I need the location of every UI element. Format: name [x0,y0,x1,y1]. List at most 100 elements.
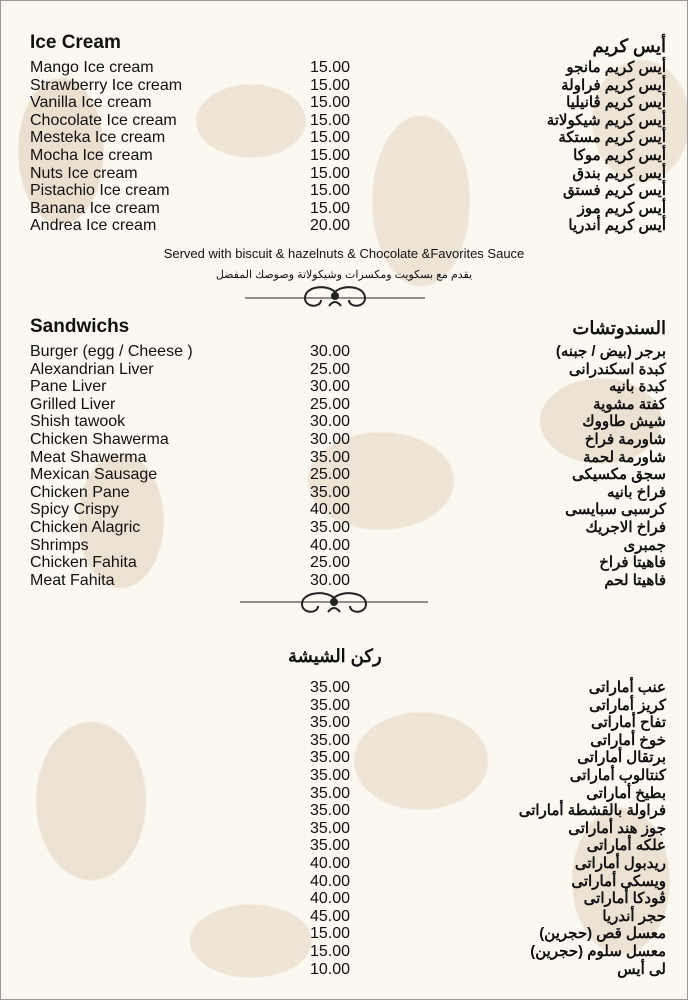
menu-item: 35.00 عنب أماراتى [0,679,688,697]
ice-cream-title-ar: أيس كريم [592,36,666,56]
item-name-ar: حجر أندريا [602,907,666,925]
item-price: 15.00 [310,59,351,76]
item-name-en: Chocolate Ice cream [30,111,177,129]
item-name-ar: أيس كريم شيكولاتة [546,111,666,129]
ice-cream-note-en: Served with biscuit & hazelnuts & Chocol… [163,246,525,261]
item-price: 35.00 [310,731,351,749]
menu-item: Pane Liver 30.00 كبدة بانيه [0,378,688,396]
item-name-ar: كبدة بانيه [608,378,666,396]
item-price: 15.00 [310,111,351,129]
item-name-ar: معسل سلوم (حجرين) [530,943,666,960]
menu-item: Grilled Liver 25.00 كفتة مشوية [0,396,688,414]
item-name-ar: كرسبى سبايسى [565,501,666,519]
item-name-ar: أيس كريم فستق [563,182,666,200]
ice-cream-note-ar: يقدم مع بسكويت ومكسرات وشيكولاتة وصوصك ا… [215,269,473,281]
item-name-ar: علكه أماراتى [586,837,666,855]
menu-item: Shrimps 40.00 جمبرى [0,537,688,555]
item-name-en: Burger (egg / Cheese ) [30,343,193,360]
menu-item: Chicken Alagric 35.00 فراخ الاجريك [0,519,688,537]
item-price: 40.00 [310,872,351,890]
item-price: 35.00 [310,819,351,837]
item-name-ar: كريز أماراتى [589,696,666,714]
item-price: 40.00 [310,890,351,908]
menu-item: 40.00 ڤودكا أماراتى [0,890,688,908]
menu-item: Pistachio Ice cream 15.00 أيس كريم فستق [0,182,688,200]
item-name-en: Nuts Ice cream [30,164,138,182]
menu-item: 15.00 معسل قص (حجرين) [0,925,688,943]
item-price: 35.00 [310,448,351,466]
item-name-en: Mesteka Ice cream [30,129,166,147]
menu-item: Alexandrian Liver 25.00 كبدة اسكندرانى [0,361,688,379]
item-price: 25.00 [310,395,351,413]
menu-item: 10.00 لى أيس [0,961,688,979]
item-name-ar: أيس كريم فراولة [561,76,666,94]
item-price: 35.00 [310,767,351,784]
menu-item: Meat Shawerma 35.00 شاورمة لحمة [0,449,688,467]
menu-item: Andrea Ice cream 20.00 أيس كريم أندريا [0,217,688,235]
item-name-en: Grilled Liver [30,395,116,413]
menu-item: Shish tawook 30.00 شيش طاووك [0,413,688,431]
item-name-en: Mocha Ice cream [30,147,153,164]
item-price: 35.00 [310,749,351,767]
item-name-en: Vanilla Ice cream [30,94,152,112]
item-price: 15.00 [310,164,351,182]
item-name-en: Chicken Shawerma [30,431,169,448]
menu-item: Mango Ice cream 15.00 أيس كريم مانجو [0,59,688,77]
menu-item: Mexican Sausage 25.00 سجق مكسيكى [0,466,688,484]
menu-item: 40.00 ريدبول أماراتى [0,855,688,873]
item-price: 45.00 [310,907,351,925]
item-price: 15.00 [310,925,351,943]
item-price: 35.00 [310,802,351,820]
item-price: 40.00 [310,536,351,554]
item-name-en: Strawberry Ice cream [30,76,183,94]
item-name-ar: أيس كريم أندريا [568,217,666,235]
menu-item: Chicken Fahita 25.00 فاهيتا فراخ [0,554,688,572]
item-price: 15.00 [310,129,351,147]
item-name-ar: شيش طاووك [582,413,666,431]
item-price: 35.00 [310,483,351,501]
item-name-en: Meat Shawerma [30,448,147,466]
item-name-ar: فاهيتا فراخ [599,554,666,572]
item-name-ar: ريدبول أماراتى [574,855,666,872]
item-price: 35.00 [310,696,351,714]
item-name-en: Spicy Crispy [30,501,119,519]
item-name-ar: أيس كريم ڤانيليا [566,94,666,112]
menu-item: Burger (egg / Cheese ) 30.00 برجر (بيض / ج… [0,343,688,361]
item-price: 25.00 [310,466,351,484]
item-name-ar: فراخ بانيه [607,483,666,501]
item-name-ar: ڤودكا أماراتى [583,890,666,908]
menu-item: 40.00 ويسكى أماراتى [0,873,688,891]
item-price: 15.00 [310,147,351,164]
item-name-en: Meat Fahita [30,571,115,589]
item-name-ar: معسل قص (حجرين) [539,925,666,943]
item-price: 35.00 [310,714,351,732]
menu-item: 35.00 برتقال أماراتى [0,749,688,767]
menu-item: Mesteka Ice cream 15.00 أيس كريم مستكة [0,129,688,147]
item-name-ar: أيس كريم مانجو [566,59,666,76]
item-name-ar: أيس كريم بندق [572,164,666,182]
item-price: 30.00 [310,413,351,431]
ornament-divider-icon [240,592,428,613]
item-name-en: Pistachio Ice cream [30,182,170,200]
item-name-ar: جمبرى [623,536,667,554]
item-name-ar: فاهيتا لحم [604,571,666,589]
menu-item: Nuts Ice cream 15.00 أيس كريم بندق [0,165,688,183]
item-name-en: Alexandrian Liver [30,360,154,378]
menu-item: Vanilla Ice cream 15.00 أيس كريم ڤانيليا [0,94,688,112]
menu-item: Meat Fahita 30.00 فاهيتا لحم [0,572,688,590]
menu-item: 35.00 خوخ أماراتى [0,732,688,750]
item-price: 35.00 [310,784,351,802]
item-price: 35.00 [310,679,351,696]
menu-item: Spicy Crispy 40.00 كرسبى سبايسى [0,501,688,519]
ice-cream-title-en: Ice Cream [30,32,121,53]
item-price: 40.00 [310,501,351,519]
menu-item: 35.00 جوز هند أماراتى [0,820,688,838]
item-name-en: Chicken Alagric [30,519,141,536]
item-price: 25.00 [310,554,351,572]
item-name-ar: كنتالوب أماراتى [569,767,666,784]
ornament-divider-icon [245,286,425,307]
sandwiches-title-ar: السندوتشات [572,318,666,338]
item-name-en: Shish tawook [30,413,126,431]
item-price: 10.00 [310,960,351,978]
